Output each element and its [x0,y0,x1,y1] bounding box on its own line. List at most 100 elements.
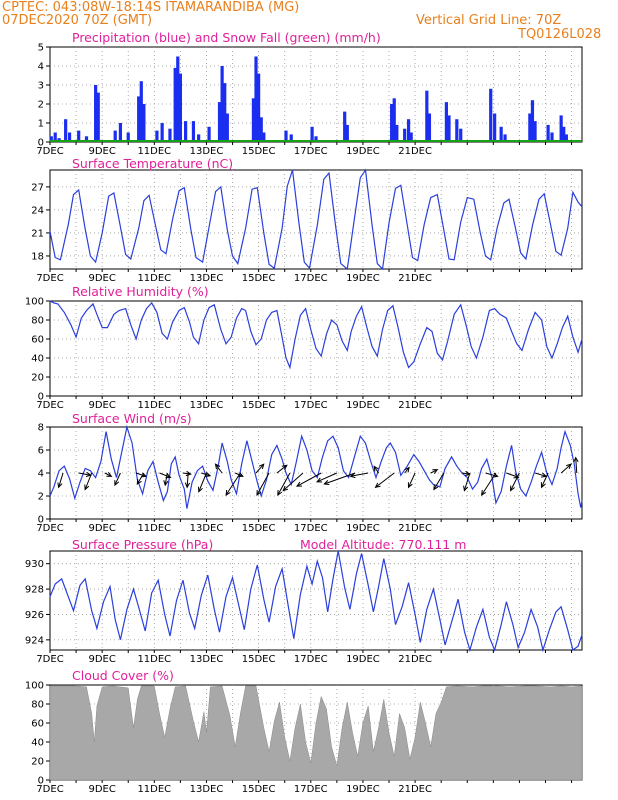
y-tick-label: 4 [38,62,44,73]
precip-bar [160,123,164,142]
precip-bar [390,104,394,142]
y-tick-label: 8 [38,423,44,434]
wind-line [49,424,583,509]
y-tick-label: 24 [31,205,44,216]
wind-arrowhead [282,485,289,492]
precip-bar [96,92,100,142]
precip-bar [225,113,229,142]
header-grid-note: Vertical Grid Line: 70Z [416,13,562,28]
wind-vector [408,472,416,488]
precip-bar [310,126,314,142]
x-tick-label: 21DEC [398,654,432,665]
wind-arrowhead [513,473,520,479]
wind-arrowhead [106,471,113,477]
wind-vector [430,469,438,474]
y-tick-label: 0 [38,138,44,149]
y-tick-label: 60 [31,719,44,730]
y-tick-label: 5 [38,43,44,54]
precip-bar [395,124,399,142]
x-tick-label: 11DEC [137,146,171,157]
x-tick-label: 11DEC [137,523,171,534]
y-tick-label: 40 [31,738,44,749]
wind-vector [159,472,171,478]
x-tick-label: 21DEC [398,146,432,157]
wind-arrowhead [316,477,323,483]
panel-frame [49,300,583,397]
x-tick-label: 9DEC [88,784,115,795]
x-tick-label: 21DEC [398,784,432,795]
precip-bar [533,121,537,142]
precip-bar [406,119,411,142]
wind-arrowhead [237,472,244,477]
wind-vector [433,472,445,490]
precip-bar [155,130,159,142]
panel-title: Surface Temperature (nC) [72,156,233,171]
header-station: CPTEC: 043:08W-18:14S ITAMARANDIBA (MG) [2,0,300,15]
x-tick-label: 17DEC [294,784,328,795]
precip-bar [425,90,429,142]
wind-arrowhead [258,463,265,470]
wind-arrowhead [480,489,487,496]
wind-vector [114,472,121,486]
wind-arrowhead [323,480,330,485]
wind-arrowhead [373,465,379,472]
x-tick-label: 15DEC [242,784,276,795]
wind-vector [324,472,356,485]
precip-bar [530,100,535,142]
x-tick-label: 19DEC [346,146,380,157]
wind-vector [534,472,547,477]
precip-bar [284,130,288,142]
precip-bar [64,119,68,142]
y-tick-label: 930 [25,559,44,570]
y-tick-label: 60 [31,335,44,346]
precip-bar [493,113,497,142]
x-tick-label: 19DEC [346,523,380,534]
wind-vector [135,472,147,477]
wind-arrowhead [205,471,212,477]
y-tick-label: 80 [31,316,44,327]
x-tick-label: 17DEC [294,400,328,411]
y-tick-label: 4 [38,469,44,480]
precip-bar [546,124,550,142]
panel-subtitle: Model Altitude: 770.111 m [300,537,466,552]
precip-bar [173,67,177,142]
wind-arrowhead [163,480,169,487]
y-tick-label: 100 [25,681,44,692]
y-tick-label: 928 [25,585,44,596]
precip-bar [137,96,141,142]
y-tick-label: 80 [31,700,44,711]
panel-title: Precipitation (blue) and Snow Fall (gree… [72,30,381,45]
y-tick-label: 18 [31,251,44,262]
precip-bar [118,123,123,142]
precip-bar [455,119,459,142]
panel-cloud: 7DEC 9DEC 11DEC 13DEC 15DEC 17DEC 19DEC 21DEC 0 2… [25,668,583,795]
x-tick-label: 7DEC [36,523,63,534]
precip-bar [254,56,258,142]
wind-vector [296,472,322,487]
precip-bar [178,73,182,142]
rh-line [49,300,583,370]
precip-bar [207,126,211,142]
panel-wind: 7DEC 9DEC 11DEC 13DEC 15DEC 17DEC 19DEC 21DEC 0 2… [36,411,583,534]
x-tick-label: 19DEC [346,784,380,795]
precip-bar [289,134,293,142]
precip-bar [528,113,532,142]
precip-bar [197,134,201,142]
wind-arrowhead [407,482,413,489]
precip-bar [94,85,98,142]
precip-bar [427,113,432,142]
x-tick-label: 21DEC [398,273,432,284]
wind-vector [375,472,395,488]
x-tick-label: 11DEC [137,400,171,411]
x-tick-label: 15DEC [242,273,276,284]
precip-bar [562,126,566,142]
x-tick-label: 13DEC [190,784,224,795]
panel-frame [49,169,583,270]
x-tick-label: 15DEC [242,523,276,534]
x-tick-label: 13DEC [190,654,224,665]
panel-frame [49,550,583,651]
panel-title: Surface Pressure (hPa) [72,537,213,552]
y-tick-label: 40 [31,354,44,365]
precip-bar [392,98,396,142]
